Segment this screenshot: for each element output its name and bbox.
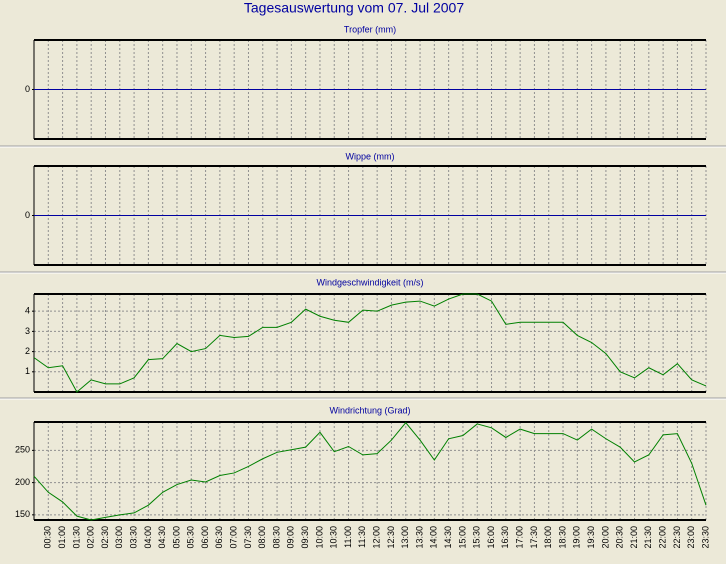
x-tick-label: 10:00 <box>314 526 324 549</box>
y-tick-label: 0 <box>25 84 30 94</box>
x-tick-label: 18:00 <box>543 526 553 549</box>
data-line <box>33 293 707 393</box>
x-tick-label: 16:30 <box>500 526 510 549</box>
x-tick-label: 11:00 <box>343 526 353 548</box>
panel-title: Windgeschwindigkeit (m/s) <box>316 277 423 287</box>
x-tick-label: 21:30 <box>643 526 653 549</box>
x-tick-label: 01:00 <box>57 526 67 549</box>
x-tick-label: 11:30 <box>357 526 367 548</box>
y-tick-label: 3 <box>25 326 30 336</box>
x-tick-label: 20:00 <box>600 526 610 549</box>
x-tick-label: 09:30 <box>300 526 310 549</box>
x-tick-label: 01:30 <box>71 526 81 549</box>
x-tick-label: 04:00 <box>143 526 153 549</box>
x-tick-label: 15:00 <box>457 526 467 549</box>
x-tick-label: 14:00 <box>429 526 439 549</box>
x-tick-label: 22:00 <box>657 526 667 549</box>
x-tick-label: 12:00 <box>372 526 382 549</box>
x-tick-label: 04:30 <box>157 526 167 549</box>
y-tick-label: 150 <box>15 509 30 519</box>
x-tick-label: 06:30 <box>214 526 224 549</box>
x-tick-label: 09:00 <box>286 526 296 549</box>
page-title: Tagesauswertung vom 07. Jul 2007 <box>244 0 464 16</box>
x-tick-label: 19:30 <box>586 526 596 549</box>
x-tick-label: 17:00 <box>515 526 525 549</box>
x-tick-label: 03:30 <box>128 526 138 549</box>
x-tick-label: 02:00 <box>86 526 96 549</box>
x-tick-label: 10:30 <box>329 526 339 549</box>
x-tick-label: 23:00 <box>686 526 696 549</box>
x-tick-label: 12:30 <box>386 526 396 549</box>
x-tick-label: 23:30 <box>700 526 710 549</box>
panel-title: Windrichtung (Grad) <box>329 405 410 415</box>
x-tick-label: 07:30 <box>243 526 253 549</box>
x-tick-label: 14:30 <box>443 526 453 549</box>
x-tick-label: 05:30 <box>186 526 196 549</box>
y-tick-label: 250 <box>15 445 30 455</box>
x-tick-label: 15:30 <box>472 526 482 549</box>
x-tick-label: 08:00 <box>257 526 267 549</box>
x-tick-label: 18:30 <box>557 526 567 549</box>
x-tick-label: 17:30 <box>529 526 539 549</box>
panel-title: Wippe (mm) <box>346 151 395 161</box>
x-tick-label: 05:00 <box>171 526 181 549</box>
x-tick-label: 16:00 <box>486 526 496 549</box>
x-tick-label: 07:00 <box>229 526 239 549</box>
x-tick-label: 03:00 <box>114 526 124 549</box>
y-tick-label: 4 <box>25 306 30 316</box>
x-tick-label: 21:00 <box>629 526 639 549</box>
x-tick-label: 20:30 <box>615 526 625 549</box>
x-tick-label: 13:00 <box>400 526 410 549</box>
y-tick-label: 200 <box>15 477 30 487</box>
y-tick-label: 1 <box>25 366 30 376</box>
x-tick-label: 08:30 <box>271 526 281 549</box>
x-tick-label: 13:30 <box>414 526 424 549</box>
x-tick-label: 19:00 <box>572 526 582 549</box>
panel-title: Tropfer (mm) <box>344 24 396 34</box>
x-tick-label: 02:30 <box>100 526 110 549</box>
y-tick-label: 0 <box>25 210 30 220</box>
y-tick-label: 2 <box>25 346 30 356</box>
x-tick-label: 06:00 <box>200 526 210 549</box>
x-tick-label: 00:30 <box>43 526 53 549</box>
data-line <box>33 421 707 521</box>
x-tick-label: 22:30 <box>672 526 682 549</box>
